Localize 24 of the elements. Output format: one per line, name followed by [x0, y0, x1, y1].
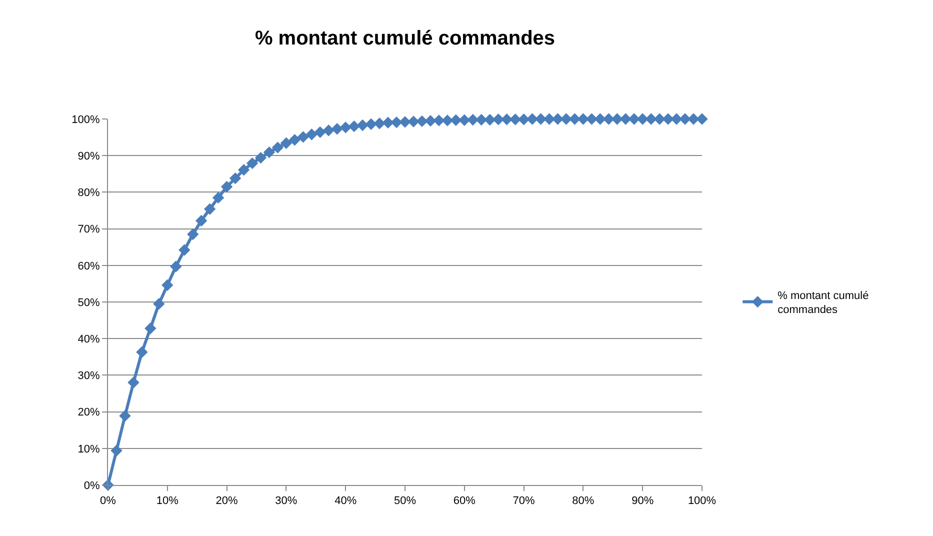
x-tick-label: 40% — [334, 495, 357, 508]
y-tick-label: 0% — [84, 480, 100, 492]
y-tick-label: 10% — [78, 443, 100, 456]
x-tick-label: 10% — [156, 495, 179, 508]
y-tick-label: 30% — [78, 370, 100, 382]
y-tick-label: 90% — [78, 150, 100, 162]
x-tick-label: 60% — [453, 495, 476, 508]
x-tick-label: 50% — [394, 495, 416, 508]
chart-title: % montant cumulé commandes — [254, 28, 556, 50]
x-tick-label: 0% — [100, 495, 116, 508]
x-tick-label: 80% — [572, 495, 594, 508]
y-tick-label: 70% — [78, 224, 100, 236]
x-tick-label: 20% — [216, 495, 238, 508]
y-tick-label: 100% — [72, 114, 100, 126]
x-tick-label: 30% — [275, 495, 298, 508]
y-tick-label: 50% — [78, 296, 100, 309]
y-tick-label: 40% — [78, 333, 100, 346]
legend-label: % montant cumulé commandes — [778, 290, 869, 316]
y-tick-label: 20% — [78, 406, 100, 419]
y-tick-label: 80% — [78, 187, 100, 200]
x-tick-label: 70% — [512, 495, 536, 508]
x-tick-label: 90% — [632, 495, 654, 508]
x-tick-label: 100% — [688, 495, 716, 508]
y-tick-label: 60% — [78, 260, 100, 272]
